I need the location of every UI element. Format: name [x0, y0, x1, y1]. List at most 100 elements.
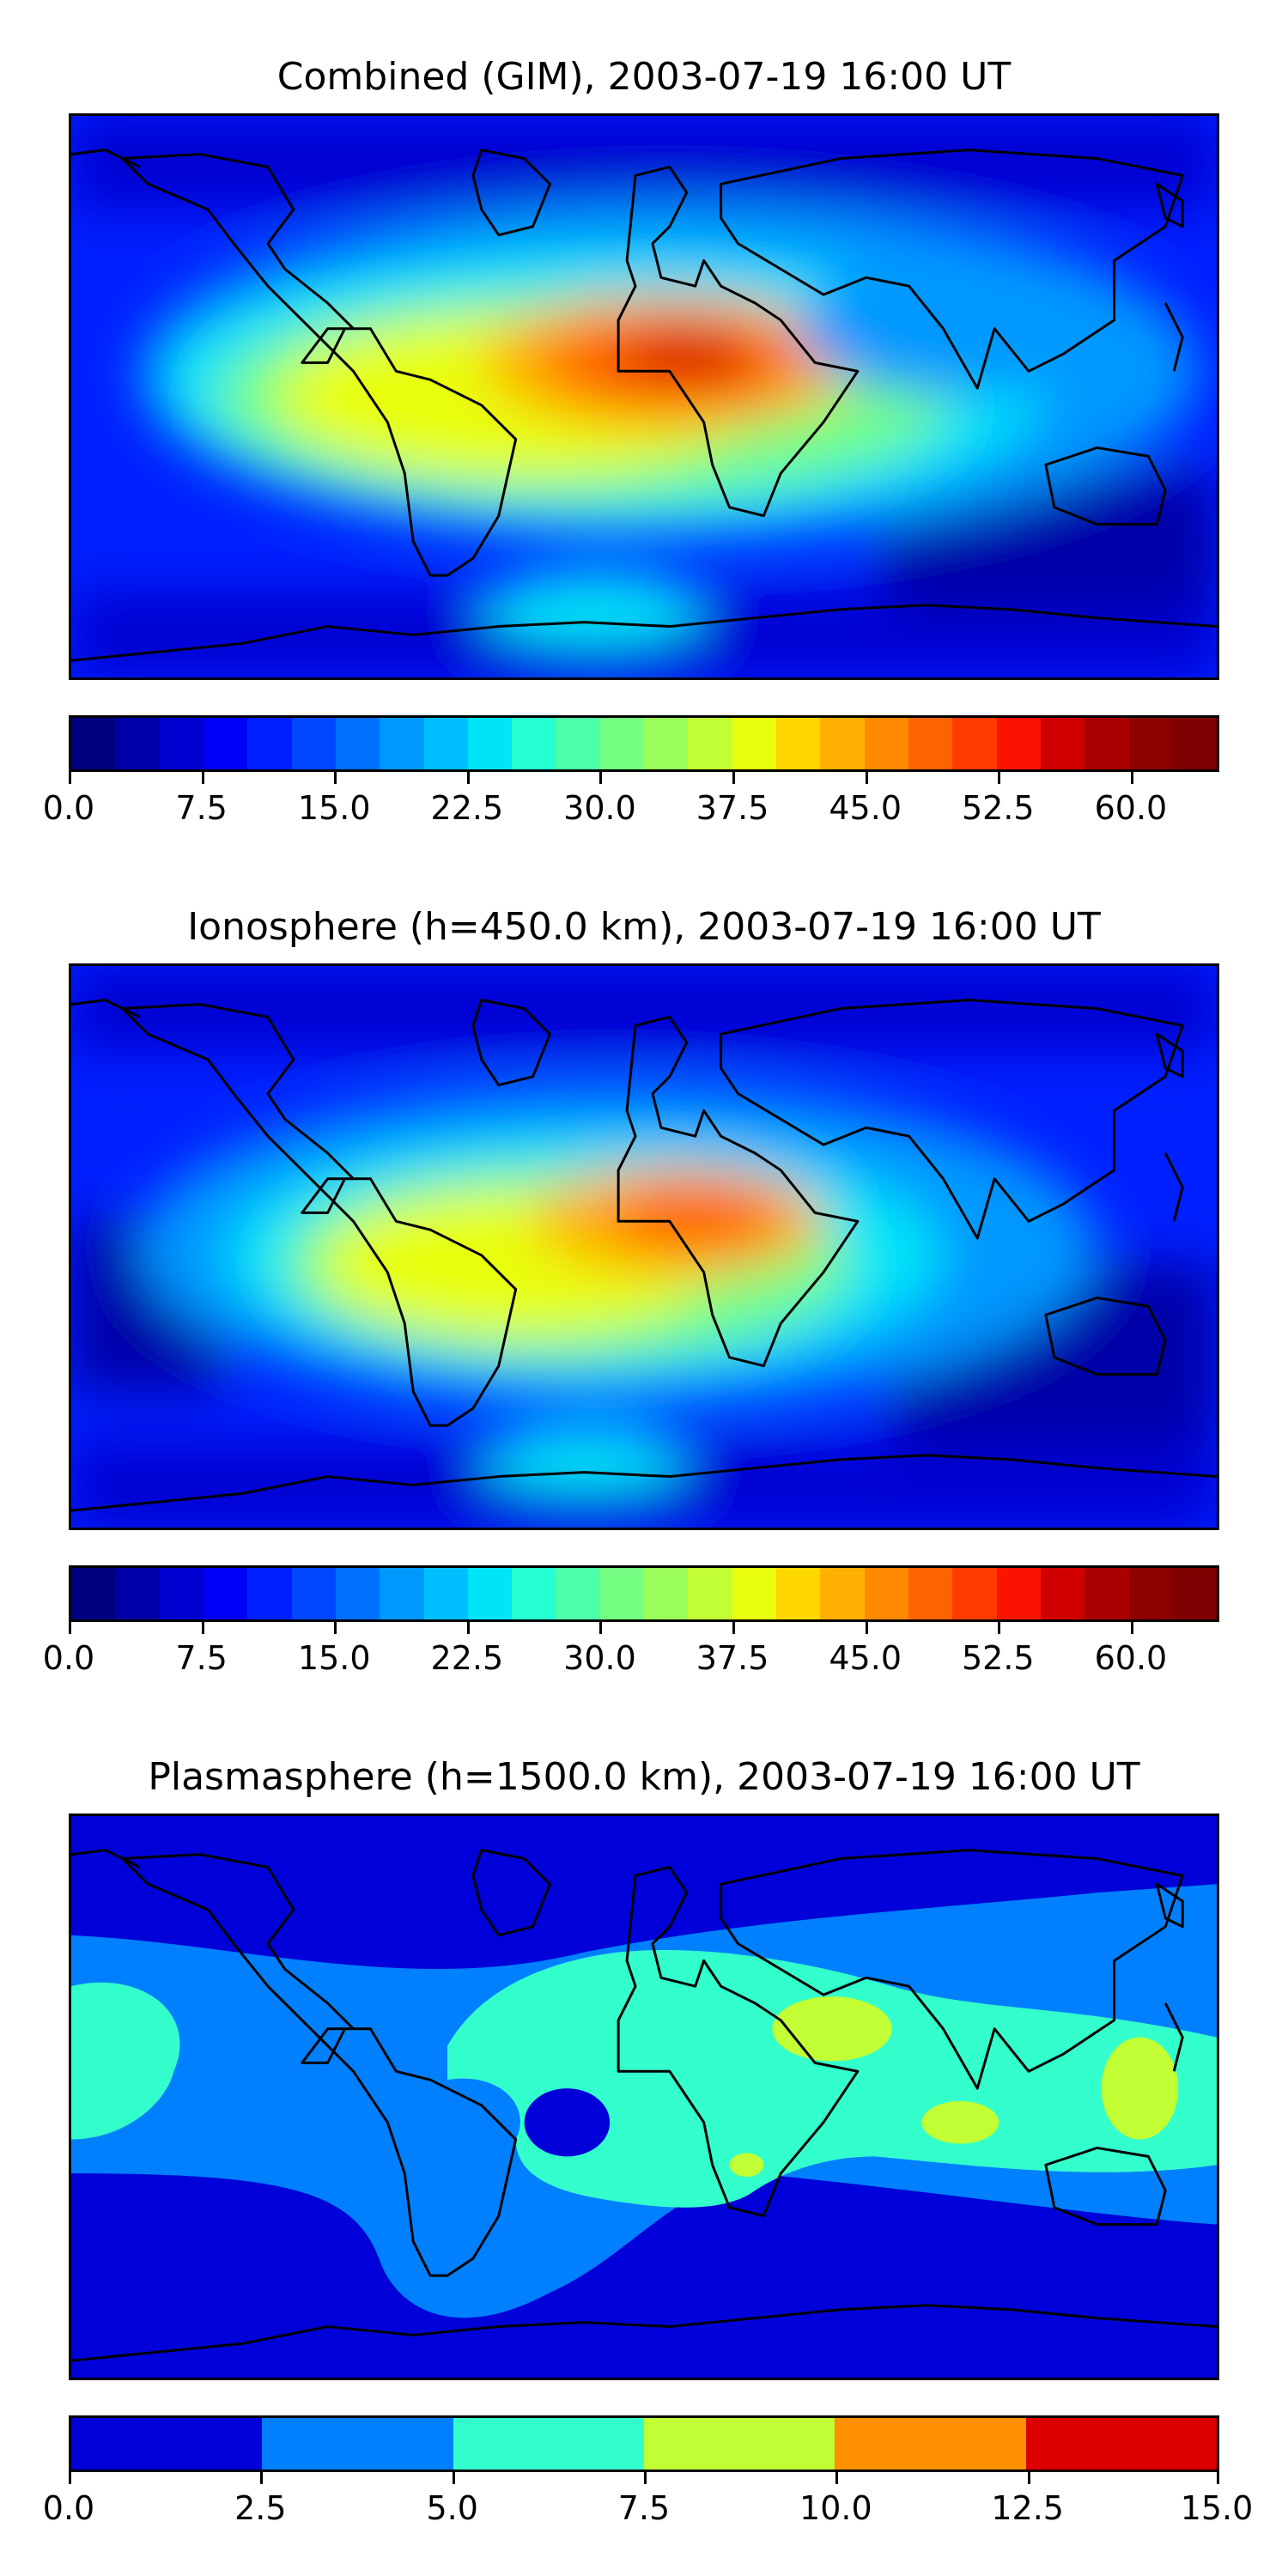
colorbar-2-segment [423, 1568, 468, 1619]
colorbar-2-segment [467, 1568, 513, 1619]
colorbar-3-tick [1217, 2472, 1219, 2484]
colorbar-1-segment [291, 718, 336, 769]
colorbar-1-segment [71, 718, 116, 769]
coastlines [71, 1849, 1217, 2362]
colorbar-2-tick [998, 1622, 1001, 1634]
colorbar-1-segment [952, 718, 997, 769]
colorbar-3-tick-label: 0.0 [42, 2489, 95, 2527]
colorbar-2-segment [335, 1568, 380, 1619]
colorbar-1-tick [865, 772, 868, 784]
colorbar-2-tick [599, 1622, 603, 1634]
colorbar-2-segment [952, 1568, 997, 1619]
colorbar-1-segment [864, 718, 908, 769]
colorbar-1-tick-label: 22.5 [430, 789, 504, 827]
colorbar-1-segment [335, 718, 380, 769]
colorbar-1-tick [69, 772, 71, 784]
colorbar-1-tick [201, 772, 204, 784]
colorbar-1-segment [908, 718, 953, 769]
colorbar-2-segment [291, 1568, 336, 1619]
colorbar-2-tick-label: 45.0 [829, 1639, 902, 1677]
colorbar-1-segment [1172, 718, 1217, 769]
colorbar-1-segment [1128, 718, 1173, 769]
colorbar-2-segment [1172, 1568, 1217, 1619]
colorbar-3-segment [643, 2418, 835, 2470]
colorbar-2-segment [247, 1568, 292, 1619]
colorbar-3-tick [69, 2472, 71, 2484]
coastlines [71, 149, 1217, 662]
panel-3-title: Plasmasphere (h=1500.0 km), 2003-07-19 1… [148, 1755, 1140, 1799]
colorbar-1-segment [423, 718, 468, 769]
colorbar-2-segment [115, 1568, 160, 1619]
colorbar-2-segment [380, 1568, 424, 1619]
colorbar-1-segment [1084, 718, 1129, 769]
colorbar-3-ticks: 0.0 2.5 5.0 7.5 10.0 12.5 15.0 [43, 2472, 1253, 2527]
colorbar-1-tick-label: 0.0 [42, 789, 95, 827]
colorbar-1-tick [732, 772, 736, 784]
colorbar-2-segment [908, 1568, 953, 1619]
colorbar-1-tick-label: 15.0 [297, 789, 371, 827]
colorbar-2-tick-label: 37.5 [696, 1639, 769, 1677]
colorbar-1-tick-label: 30.0 [563, 789, 636, 827]
colorbar-2-tick-label: 52.5 [961, 1639, 1035, 1677]
colorbar-1-segment [820, 718, 865, 769]
colorbar-2-segment [996, 1568, 1041, 1619]
colorbar-2-segment [776, 1568, 821, 1619]
colorbar-2-tick-label: 15.0 [297, 1639, 371, 1677]
colorbar-1-segment [467, 718, 513, 769]
colorbar-1-segment [203, 718, 248, 769]
colorbar-1-segment [556, 718, 600, 769]
colorbar-1-tick-label: 45.0 [829, 789, 902, 827]
colorbar-2-segment [688, 1568, 732, 1619]
colorbar-1-segment [1040, 718, 1085, 769]
colorbar-3-tick-label: 10.0 [799, 2489, 872, 2527]
colorbar-2-tick-label: 60.0 [1094, 1639, 1168, 1677]
colorbar-2-segment [820, 1568, 865, 1619]
colorbar-2-tick [732, 1622, 736, 1634]
colorbar-3 [69, 2415, 1219, 2472]
colorbar-1-segment [776, 718, 821, 769]
colorbar-1-segment [159, 718, 204, 769]
colorbar-2-segment [864, 1568, 908, 1619]
colorbar-2-tick [201, 1622, 204, 1634]
colorbar-1-segment [644, 718, 689, 769]
colorbar-3-tick [644, 2472, 647, 2484]
colorbar-2-tick-label: 7.5 [175, 1639, 228, 1677]
colorbar-2-segment [732, 1568, 776, 1619]
colorbar-1-segment [688, 718, 732, 769]
colorbar-1-segment [732, 718, 776, 769]
colorbar-3-segment [453, 2418, 644, 2470]
colorbar-2-segment [71, 1568, 116, 1619]
map-ionosphere [69, 963, 1219, 1530]
colorbar-2-tick-label: 30.0 [563, 1639, 636, 1677]
colorbar-1-segment [115, 718, 160, 769]
colorbar-2-segment [1084, 1568, 1129, 1619]
colorbar-3-segment [835, 2418, 1026, 2470]
colorbar-2-segment [1128, 1568, 1173, 1619]
colorbar-2-tick [69, 1622, 71, 1634]
colorbar-2-segment [512, 1568, 556, 1619]
colorbar-3-segment [71, 2418, 263, 2470]
colorbar-3-tick [260, 2472, 264, 2484]
colorbar-2-tick-label: 0.0 [42, 1639, 95, 1677]
colorbar-1-tick [466, 772, 470, 784]
map-combined-gim [69, 113, 1219, 680]
colorbar-3-tick-label: 12.5 [991, 2489, 1064, 2527]
colorbar-3-tick-label: 7.5 [617, 2489, 671, 2527]
colorbar-2-segment [599, 1568, 645, 1619]
colorbar-3-tick [835, 2472, 839, 2484]
colorbar-1-segment [599, 718, 645, 769]
colorbar-3-tick [1027, 2472, 1030, 2484]
colorbar-1-segment [996, 718, 1041, 769]
colorbar-1-segment [512, 718, 556, 769]
tec-map-ionosphere [71, 966, 1217, 1528]
colorbar-1-tick-label: 52.5 [961, 789, 1035, 827]
colorbar-1-tick [998, 772, 1001, 784]
colorbar-2-segment [203, 1568, 248, 1619]
colorbar-3-tick-label: 5.0 [426, 2489, 478, 2527]
colorbar-2-tick [865, 1622, 868, 1634]
tec-map-combined [71, 116, 1217, 677]
map-plasmasphere [69, 1814, 1219, 2380]
colorbar-2-segment [1040, 1568, 1085, 1619]
panel-1-title: Combined (GIM), 2003-07-19 16:00 UT [276, 55, 1012, 99]
coastlines [71, 999, 1217, 1512]
